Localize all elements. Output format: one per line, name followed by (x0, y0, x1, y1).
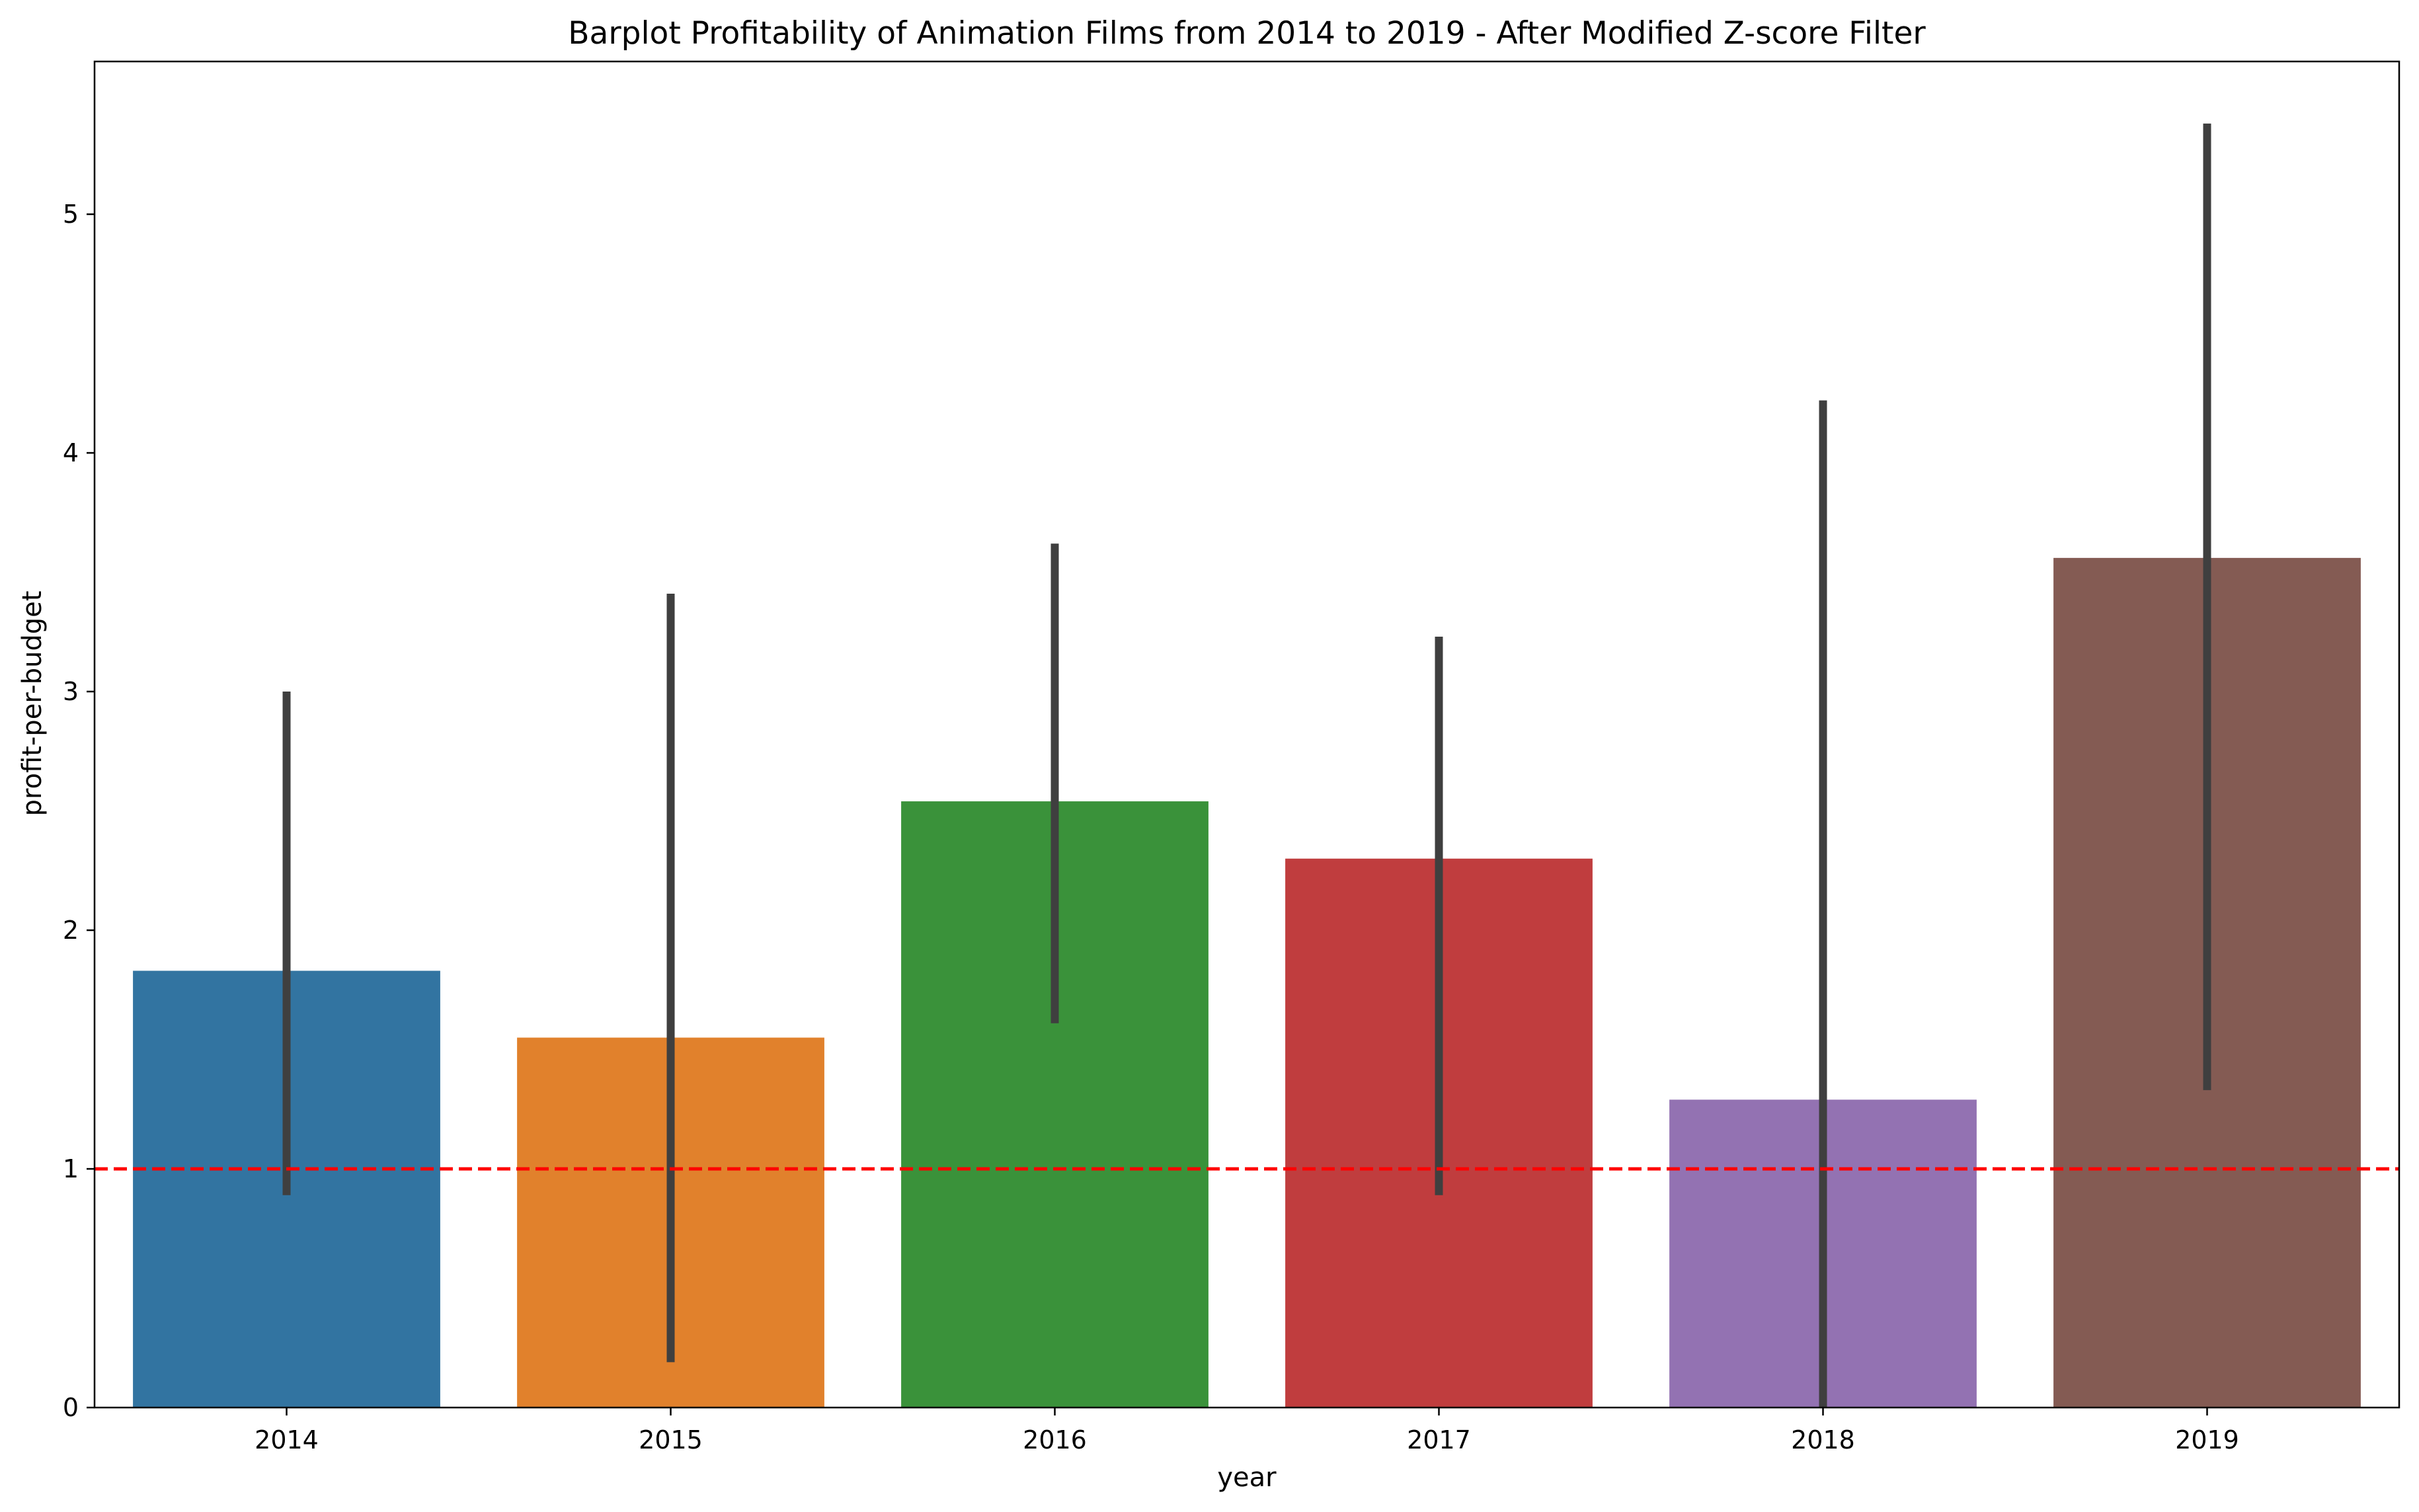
x-axis-label: year (1217, 1462, 1277, 1493)
y-tick-label: 0 (63, 1393, 79, 1422)
y-tick-label: 2 (63, 916, 79, 945)
x-axis-ticks: 2014 2015 2016 2017 2018 2019 (255, 1408, 2239, 1454)
y-tick-label: 1 (63, 1154, 79, 1183)
x-tick-label: 2014 (255, 1425, 319, 1454)
x-tick-label: 2018 (1791, 1425, 1855, 1454)
x-tick-label: 2015 (639, 1425, 703, 1454)
axes-frame (93, 60, 2400, 1409)
y-axis-label: profit-per-budget (17, 591, 48, 816)
y-axis-ticks: 0 1 2 3 4 5 (63, 200, 95, 1422)
error-bars-layer (282, 123, 2211, 1408)
x-tick-label: 2016 (1023, 1425, 1087, 1454)
y-tick-label: 5 (63, 200, 79, 229)
x-tick-label: 2017 (1407, 1425, 1471, 1454)
y-tick-label: 3 (63, 677, 79, 706)
chart-title: Barplot Profitability of Animation Films… (568, 15, 1926, 52)
x-tick-label: 2019 (2175, 1425, 2239, 1454)
y-tick-label: 4 (63, 438, 79, 467)
